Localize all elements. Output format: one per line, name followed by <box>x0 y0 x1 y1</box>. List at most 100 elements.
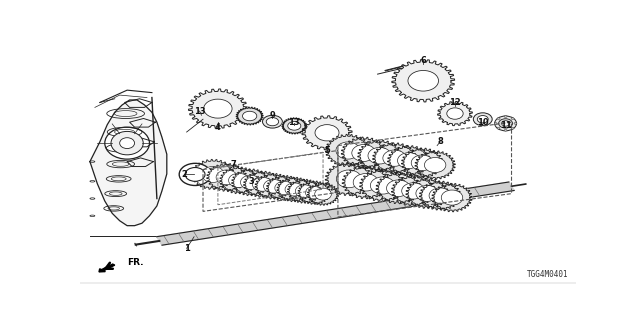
FancyArrow shape <box>99 264 115 272</box>
Polygon shape <box>236 107 263 125</box>
Text: 13: 13 <box>194 107 205 116</box>
Polygon shape <box>255 173 292 199</box>
Ellipse shape <box>383 150 406 166</box>
Polygon shape <box>376 172 421 204</box>
Ellipse shape <box>90 198 95 199</box>
Ellipse shape <box>262 115 282 128</box>
Text: 10: 10 <box>477 118 488 127</box>
Ellipse shape <box>368 148 391 164</box>
Ellipse shape <box>387 180 410 196</box>
Polygon shape <box>360 169 406 202</box>
Text: 8: 8 <box>437 137 443 146</box>
Ellipse shape <box>336 142 360 159</box>
Text: 12: 12 <box>449 99 461 108</box>
Polygon shape <box>191 159 234 189</box>
Polygon shape <box>232 169 269 196</box>
Ellipse shape <box>429 188 451 203</box>
Text: FR.: FR. <box>127 258 144 267</box>
Ellipse shape <box>90 161 95 162</box>
Text: 1: 1 <box>184 244 189 253</box>
Ellipse shape <box>337 170 362 188</box>
Polygon shape <box>266 175 302 201</box>
Ellipse shape <box>514 123 517 124</box>
Text: 6: 6 <box>420 56 426 65</box>
Polygon shape <box>419 181 461 210</box>
Polygon shape <box>341 137 386 169</box>
Polygon shape <box>438 101 472 126</box>
Ellipse shape <box>216 170 237 185</box>
Ellipse shape <box>285 183 303 196</box>
Ellipse shape <box>511 118 514 119</box>
Polygon shape <box>415 151 455 179</box>
Polygon shape <box>401 148 443 178</box>
Polygon shape <box>392 60 454 102</box>
Ellipse shape <box>497 127 500 129</box>
Ellipse shape <box>252 177 273 191</box>
Ellipse shape <box>241 175 260 189</box>
Ellipse shape <box>315 124 339 141</box>
Ellipse shape <box>511 127 514 129</box>
Ellipse shape <box>504 116 507 117</box>
Polygon shape <box>157 182 514 245</box>
Ellipse shape <box>353 173 378 191</box>
Text: 5: 5 <box>324 146 330 155</box>
Polygon shape <box>277 177 312 202</box>
Ellipse shape <box>352 145 376 161</box>
Ellipse shape <box>295 185 313 197</box>
Ellipse shape <box>120 138 134 148</box>
Ellipse shape <box>397 153 420 169</box>
Polygon shape <box>406 178 449 208</box>
Polygon shape <box>325 134 371 167</box>
Text: 11: 11 <box>500 121 511 130</box>
Ellipse shape <box>179 163 211 186</box>
Polygon shape <box>302 116 352 150</box>
Ellipse shape <box>494 123 497 124</box>
Ellipse shape <box>275 181 294 195</box>
Ellipse shape <box>477 116 488 123</box>
Ellipse shape <box>495 116 516 131</box>
Ellipse shape <box>111 132 143 155</box>
Polygon shape <box>372 143 416 173</box>
Ellipse shape <box>90 180 95 182</box>
Ellipse shape <box>416 185 438 201</box>
Text: 13: 13 <box>289 118 300 127</box>
Polygon shape <box>298 181 330 204</box>
Polygon shape <box>358 140 401 171</box>
Ellipse shape <box>202 166 224 182</box>
Ellipse shape <box>266 118 278 126</box>
Ellipse shape <box>499 119 513 128</box>
Polygon shape <box>307 183 339 205</box>
Ellipse shape <box>243 111 257 121</box>
Ellipse shape <box>504 130 507 131</box>
Text: 3: 3 <box>249 177 255 186</box>
Ellipse shape <box>474 113 492 126</box>
Polygon shape <box>392 176 435 206</box>
Ellipse shape <box>424 157 446 172</box>
Ellipse shape <box>90 215 95 217</box>
Polygon shape <box>342 166 389 199</box>
Ellipse shape <box>447 108 463 119</box>
Text: 4: 4 <box>215 123 221 132</box>
Ellipse shape <box>502 121 509 126</box>
Text: TGG4M0401: TGG4M0401 <box>527 270 568 279</box>
Polygon shape <box>287 179 321 203</box>
Ellipse shape <box>412 155 433 171</box>
Ellipse shape <box>264 180 284 193</box>
Polygon shape <box>90 100 167 226</box>
Ellipse shape <box>305 187 323 199</box>
Ellipse shape <box>185 167 205 181</box>
Polygon shape <box>189 89 247 128</box>
Ellipse shape <box>371 177 395 194</box>
Polygon shape <box>282 118 307 134</box>
Text: 9: 9 <box>269 111 275 120</box>
Polygon shape <box>243 171 282 197</box>
Ellipse shape <box>288 122 301 130</box>
Ellipse shape <box>402 183 425 199</box>
Polygon shape <box>220 167 258 194</box>
Ellipse shape <box>315 188 332 200</box>
Ellipse shape <box>497 118 500 119</box>
Text: 7: 7 <box>231 160 237 169</box>
Ellipse shape <box>204 99 232 118</box>
Ellipse shape <box>105 127 150 159</box>
Polygon shape <box>432 183 472 212</box>
